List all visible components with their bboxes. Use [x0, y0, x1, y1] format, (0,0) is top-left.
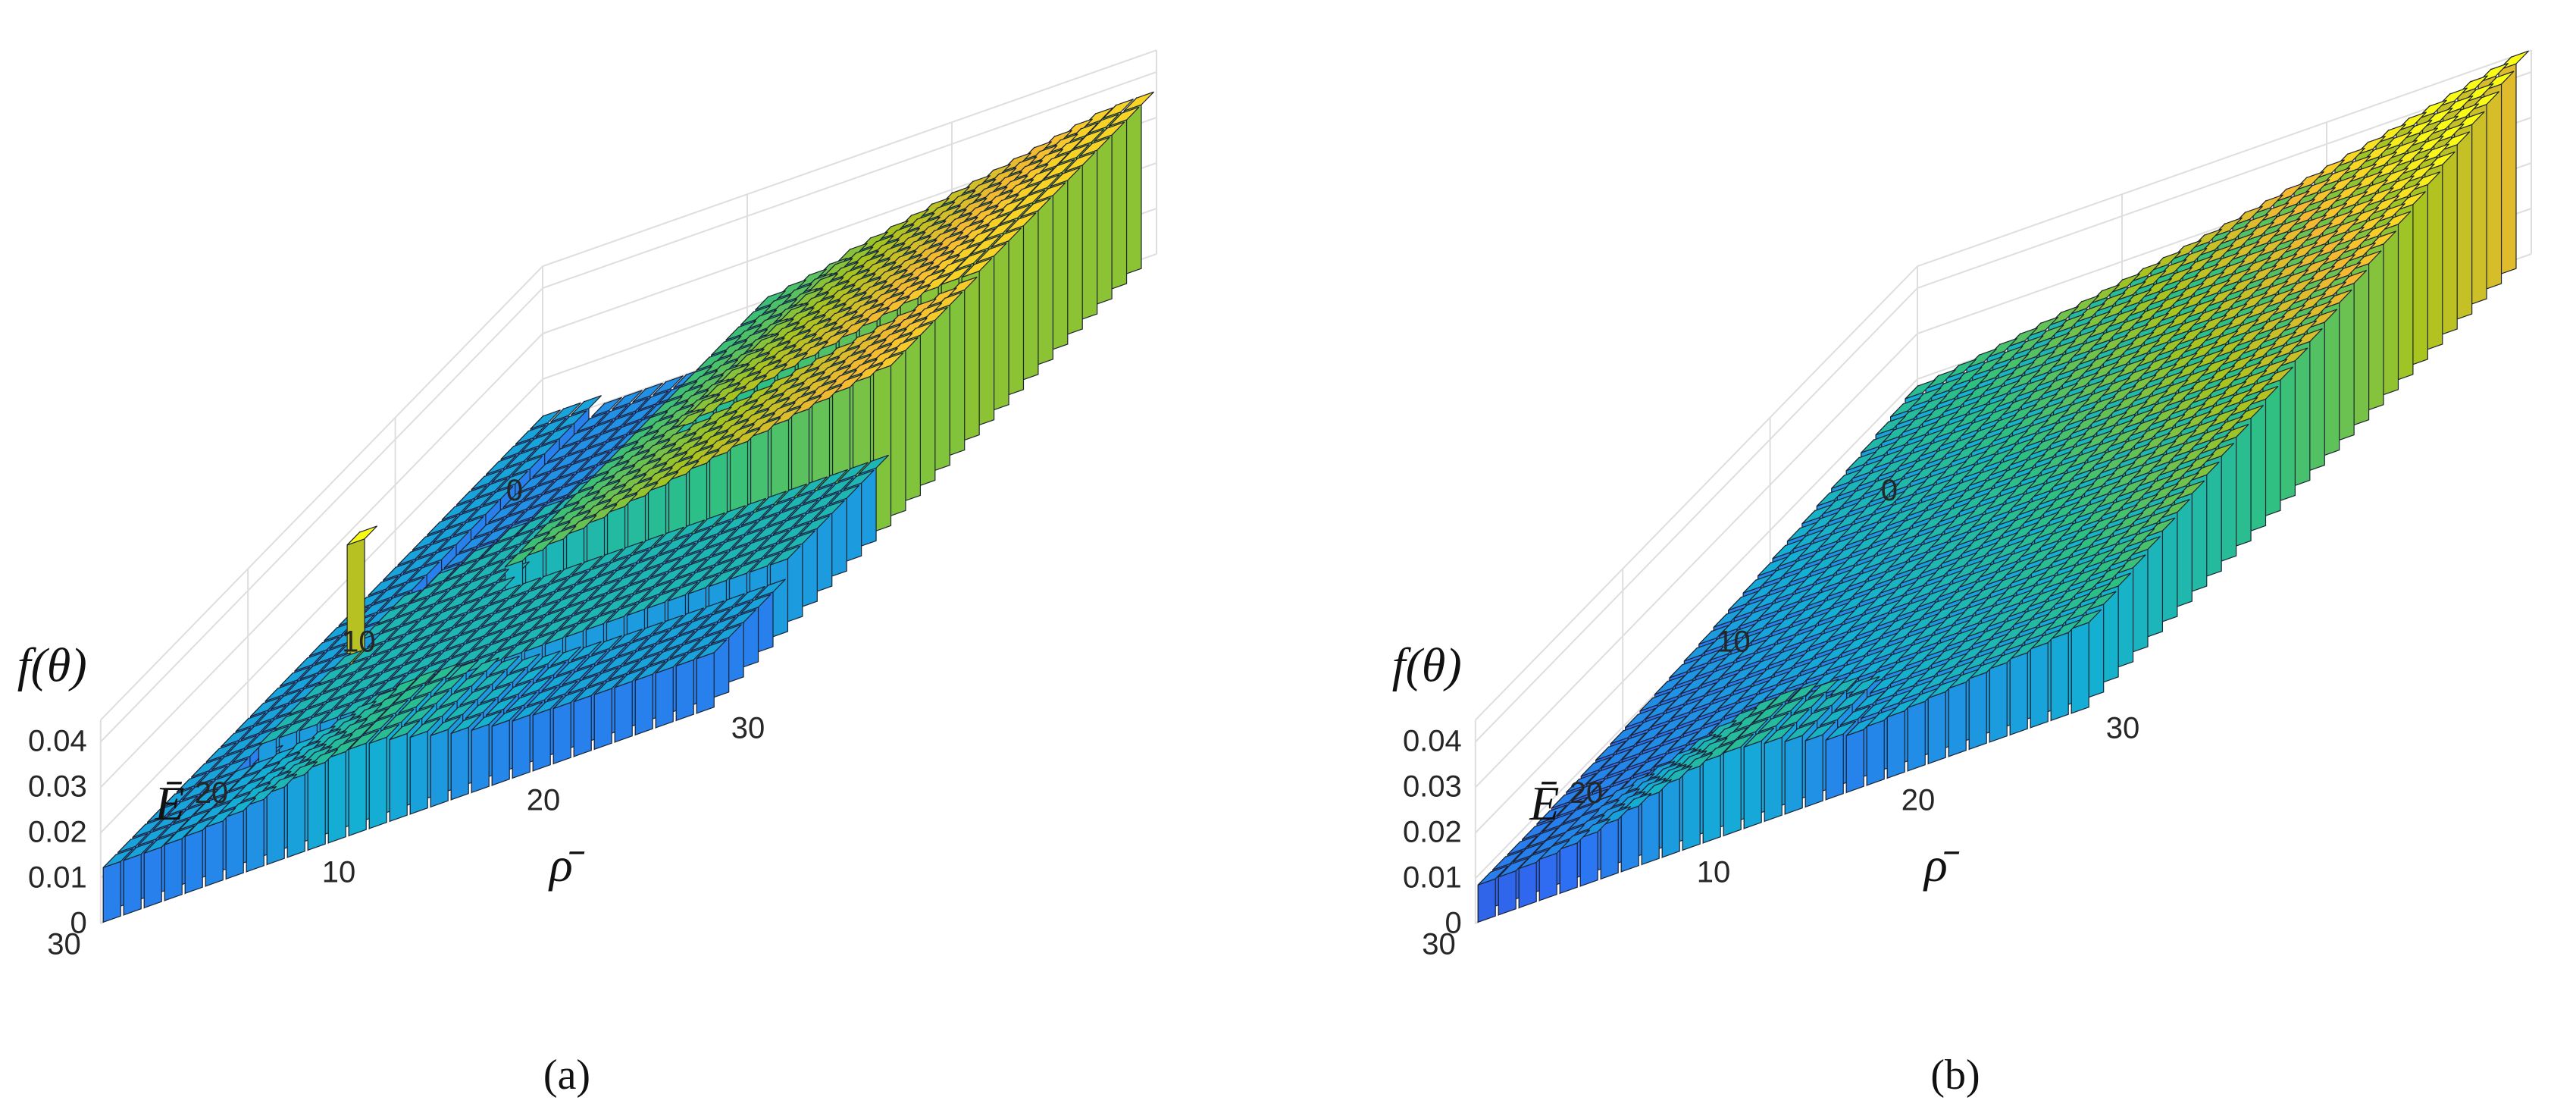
- z-tick-label: 0.03: [28, 770, 87, 804]
- grid-line: [100, 265, 543, 721]
- bar-side: [491, 719, 510, 786]
- bar-side: [512, 714, 531, 779]
- bar-top: [941, 265, 972, 285]
- panel-b-bars: [1477, 50, 2529, 923]
- bar-top: [1050, 167, 1081, 187]
- bar-side: [286, 773, 305, 858]
- bar-top: [970, 234, 1001, 255]
- bar-side: [655, 666, 674, 729]
- bar-side: [471, 723, 490, 794]
- y-tick-label: 0: [506, 474, 523, 507]
- bar-side: [327, 751, 346, 844]
- bar-side: [1907, 701, 1926, 772]
- bar-side: [102, 861, 121, 923]
- x-tick-label: 30: [731, 712, 765, 745]
- bar-top: [1000, 204, 1031, 224]
- y-tick-label: 10: [342, 625, 376, 659]
- bar-side: [634, 673, 653, 736]
- bar-side: [409, 730, 428, 815]
- bar-top: [1073, 129, 1105, 149]
- bar-side: [225, 810, 244, 880]
- bar-side: [552, 701, 571, 765]
- bar-side: [593, 688, 612, 751]
- bar-top: [976, 243, 1007, 263]
- bar-top: [1059, 143, 1090, 165]
- bar-side: [675, 659, 694, 722]
- bar-side: [2071, 622, 2089, 714]
- bar-side: [1948, 681, 1967, 757]
- bar-top: [991, 227, 1022, 248]
- panel-a-caption: (a): [543, 1052, 590, 1099]
- bar-top: [1123, 91, 1154, 111]
- bar-top: [1020, 197, 1051, 218]
- z-tick-label: 0.04: [28, 725, 87, 758]
- panel-a-bars: [102, 91, 1154, 923]
- bar-side: [532, 708, 551, 772]
- bar-side: [246, 798, 264, 873]
- grid-line: [100, 333, 543, 789]
- bar-top: [1109, 106, 1140, 127]
- bar-top: [961, 258, 993, 278]
- bar-side: [368, 736, 387, 829]
- bar-side: [143, 846, 162, 909]
- bar-top: [1094, 121, 1125, 142]
- bar-side: [430, 729, 449, 808]
- x-tick-label: 20: [527, 784, 561, 817]
- bar-top: [638, 390, 669, 411]
- bar-side: [348, 742, 367, 837]
- grid-line: [542, 71, 1157, 289]
- bar-side: [164, 838, 183, 901]
- bar-top: [1014, 189, 1046, 210]
- grid-line: [100, 287, 543, 743]
- bar-side: [1989, 662, 2008, 743]
- bar-top: [956, 249, 987, 270]
- bar-side: [123, 853, 142, 916]
- panel-a-xlabel: ρ̄: [548, 838, 585, 892]
- panel-b-chart: f(θ) Ē ρ̄ (b) 00.010.020.030.04102030010…: [1392, 49, 2532, 1099]
- bar-side: [184, 829, 203, 895]
- bar-top: [1006, 212, 1037, 233]
- bar-side: [389, 732, 408, 823]
- bar-side: [450, 726, 469, 801]
- bar-side: [1927, 691, 1946, 765]
- bar-side: [307, 761, 326, 851]
- bar-top: [1029, 174, 1060, 195]
- bar-side: [1968, 672, 1987, 751]
- panel-a-ylabel: Ē: [154, 776, 184, 830]
- bar-top: [1044, 158, 1075, 180]
- bar-side: [2050, 632, 2069, 722]
- bar-top: [1088, 114, 1119, 134]
- bar-top: [1064, 152, 1096, 172]
- bar-side: [614, 680, 633, 743]
- panel-a-chart: f(θ) Ē ρ̄ (a) 00.010.020.030.04102030010…: [17, 49, 1157, 1099]
- bar-side: [2030, 641, 2049, 729]
- x-tick-label: 10: [322, 856, 356, 889]
- grid-line: [100, 378, 543, 834]
- bar-top: [632, 382, 663, 403]
- bar-side: [1886, 710, 1905, 779]
- y-tick-label: 20: [195, 776, 229, 810]
- bar-top: [1034, 182, 1066, 202]
- bar-side: [573, 694, 592, 757]
- bar-side: [696, 651, 715, 714]
- bar-top: [985, 219, 1016, 240]
- bar-top: [1079, 136, 1110, 157]
- bar-top: [653, 375, 684, 396]
- z-tick-label: 0.01: [28, 861, 87, 895]
- bar-top: [1103, 99, 1134, 119]
- bar-side: [266, 786, 285, 866]
- bar-side: [205, 820, 224, 887]
- z-tick-label: 0.02: [28, 816, 87, 849]
- panel-a-zlabel: f(θ): [17, 638, 87, 692]
- grid-line: [542, 49, 1157, 268]
- y-tick-label: 30: [47, 928, 81, 961]
- bar-side: [2009, 651, 2028, 736]
